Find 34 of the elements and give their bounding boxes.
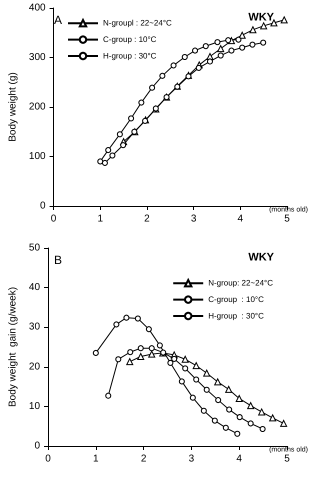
y-tick-label: 50 bbox=[28, 242, 40, 254]
x-tick-label: 3 bbox=[190, 214, 197, 224]
x-tick-label: 5 bbox=[284, 454, 290, 464]
y-tick-label: 40 bbox=[28, 282, 40, 294]
legend-label: H-group : 30°C bbox=[208, 312, 264, 320]
y-axis-title: Body weight gain (g/week) bbox=[8, 286, 18, 408]
y-tick-label: 0 bbox=[34, 440, 40, 452]
annotation: A bbox=[54, 13, 62, 27]
y-tick-label: 300 bbox=[28, 52, 46, 63]
legend-label: N-group: 22~24°C bbox=[208, 278, 274, 288]
y-tick-label: 20 bbox=[28, 361, 40, 372]
y-tick-label: 30 bbox=[28, 322, 40, 333]
legend-label: C-group : 10°C bbox=[103, 35, 157, 44]
x-tick-label: 2 bbox=[144, 214, 150, 224]
legend-label: C-group : 10°C bbox=[208, 295, 264, 304]
y-axis-title: Body weight (g) bbox=[8, 72, 18, 142]
legend-label: N-groupl : 22~24°C bbox=[103, 18, 172, 28]
x-tick-label: 1 bbox=[93, 454, 100, 464]
y-tick-label: 0 bbox=[40, 200, 46, 212]
x-tick-label: 4 bbox=[238, 214, 244, 224]
annotation: WKY bbox=[248, 252, 275, 264]
y-tick-label: 100 bbox=[28, 151, 46, 162]
x-tick-label: 2 bbox=[140, 454, 147, 464]
x-tick-label: 3 bbox=[188, 454, 195, 464]
x-tick-label: 5 bbox=[284, 214, 290, 224]
annotation: B bbox=[54, 253, 62, 267]
legend-label: H-group : 30°C bbox=[103, 52, 157, 60]
y-tick-label: 400 bbox=[28, 2, 46, 14]
x-tick-label: 0 bbox=[50, 214, 57, 224]
y-tick-label: 200 bbox=[28, 102, 46, 112]
x-tick-label: 4 bbox=[236, 454, 242, 464]
y-tick-label: 10 bbox=[28, 400, 40, 412]
annotation: WKY bbox=[248, 12, 275, 24]
x-tick-label: 1 bbox=[97, 214, 104, 224]
